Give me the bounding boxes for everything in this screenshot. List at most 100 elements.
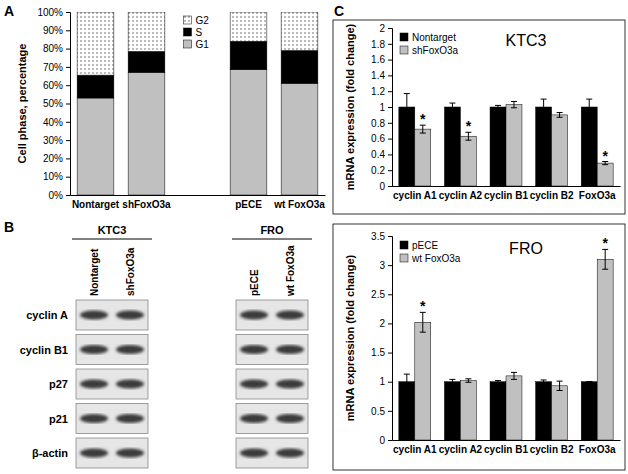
y-tick-mark <box>388 28 392 29</box>
y-tick-mark <box>388 382 392 383</box>
y-tick: 1.2 <box>371 86 392 97</box>
blot-band <box>240 449 268 458</box>
y-tick-mark <box>388 170 392 171</box>
x-tick: FoxO3a <box>579 186 616 201</box>
y-tick: 70% <box>43 62 70 73</box>
blot-band <box>116 414 144 423</box>
protein-label: p27 <box>49 378 68 390</box>
x-tick: cyclin A2 <box>439 186 483 201</box>
blot-band <box>80 380 108 389</box>
y-tick: 1.4 <box>371 70 392 81</box>
x-tick-label: cyclin A1 <box>393 444 437 455</box>
y-tick-mark <box>66 30 70 31</box>
y-tick-label: 2 <box>379 318 385 329</box>
chart-bar: 0%10%20%30%40%50%60%70%80%90%100%Nontarg… <box>16 7 326 210</box>
blot-panel: KTC3NontargetshFoxO3aFROpECEwt FoxO3acyc… <box>20 224 312 468</box>
y-tick: 0.6 <box>371 133 392 144</box>
x-tick: shFoxO3a <box>122 195 171 210</box>
x-tick-label: Nontarget <box>72 199 120 210</box>
y-tick-label: 0.2 <box>371 165 385 176</box>
bar-segment <box>281 83 318 195</box>
bar <box>581 107 597 186</box>
blot-band <box>80 449 108 458</box>
y-tick-label: 90% <box>43 25 63 36</box>
protein-label: β-actin <box>32 447 68 459</box>
bar <box>552 386 568 440</box>
x-axis: cyclin A1cyclin A2cyclin B1cyclin B2FoxO… <box>393 440 621 455</box>
y-axis: 00.20.40.60.811.21.41.61.82 <box>371 23 392 192</box>
y-tick-label: 40% <box>43 117 63 128</box>
y-tick-label: 0% <box>49 190 64 201</box>
legend-swatch <box>400 33 408 41</box>
bar <box>460 381 476 440</box>
y-tick: 50% <box>43 98 70 109</box>
blot-band <box>116 380 144 389</box>
blot-band <box>240 311 268 320</box>
y-tick-label: 2 <box>379 23 385 34</box>
blot-band <box>116 449 144 458</box>
y-tick-label: 60% <box>43 80 63 91</box>
error-bar <box>511 101 517 107</box>
y-tick-mark <box>66 12 70 13</box>
y-axis-line <box>66 13 71 196</box>
panel-label: C <box>334 3 344 19</box>
blot-group-title: KTC3 <box>98 224 127 236</box>
y-tick-mark <box>388 139 392 140</box>
annotation: * <box>466 118 472 134</box>
y-tick-mark <box>388 107 392 108</box>
blot-band <box>80 414 108 423</box>
y-axis-line <box>388 237 393 441</box>
error-bar <box>449 379 455 384</box>
legend-swatch <box>400 241 408 249</box>
legend-swatch <box>184 16 192 24</box>
y-tick-mark <box>388 236 392 237</box>
bar <box>506 105 522 186</box>
x-tick-label: cyclin B2 <box>530 190 574 201</box>
bars <box>399 249 613 440</box>
chart-title: FRO <box>509 240 543 257</box>
figure: ABC0%10%20%30%40%50%60%70%80%90%100%Nont… <box>0 0 628 474</box>
blot-band <box>116 311 144 320</box>
annotation: * <box>420 298 426 314</box>
blot-band <box>276 449 304 458</box>
y-tick: 1.6 <box>371 54 392 65</box>
x-tick: Nontarget <box>72 195 120 210</box>
y-tick-mark <box>388 44 392 45</box>
error-bar <box>557 113 563 118</box>
x-tick-label: FoxO3a <box>579 190 616 201</box>
bar-segment <box>230 41 267 69</box>
x-tick: cyclin B2 <box>530 186 574 201</box>
bar <box>552 115 568 186</box>
legend-swatch <box>400 46 408 54</box>
legend: NontargetshFoxO3a <box>400 32 459 56</box>
bar <box>536 382 552 440</box>
y-tick-label: 1.8 <box>371 39 385 50</box>
y-tick: 20% <box>43 153 70 164</box>
error-bar <box>449 103 455 111</box>
legend-swatch <box>400 254 408 262</box>
protein-label: p21 <box>49 413 68 425</box>
y-tick: 40% <box>43 117 70 128</box>
bar-segment <box>281 12 318 50</box>
blot-membrane <box>76 300 148 330</box>
x-tick-label: cyclin A1 <box>393 190 437 201</box>
bar-segment <box>128 51 165 72</box>
y-tick-mark <box>66 122 70 123</box>
bars <box>77 12 318 195</box>
y-axis-title: mRNA expression (fold change) <box>344 23 356 190</box>
y-tick: 90% <box>43 25 70 36</box>
x-tick: wt FoxO3a <box>273 195 325 210</box>
blot-band <box>80 345 108 354</box>
bar-segment <box>230 12 267 41</box>
y-tick-mark <box>66 104 70 105</box>
y-axis-title: Cell phase, percentage <box>16 44 28 164</box>
chart-frame <box>333 224 625 470</box>
x-axis-line <box>393 440 621 441</box>
x-tick: cyclin A1 <box>393 186 437 201</box>
legend-swatch <box>184 28 192 36</box>
y-axis-line <box>388 29 393 187</box>
error-bar <box>541 99 547 115</box>
x-tick-label: pECE <box>235 199 262 210</box>
y-tick: 0.2 <box>371 165 392 176</box>
blot-band <box>276 414 304 423</box>
